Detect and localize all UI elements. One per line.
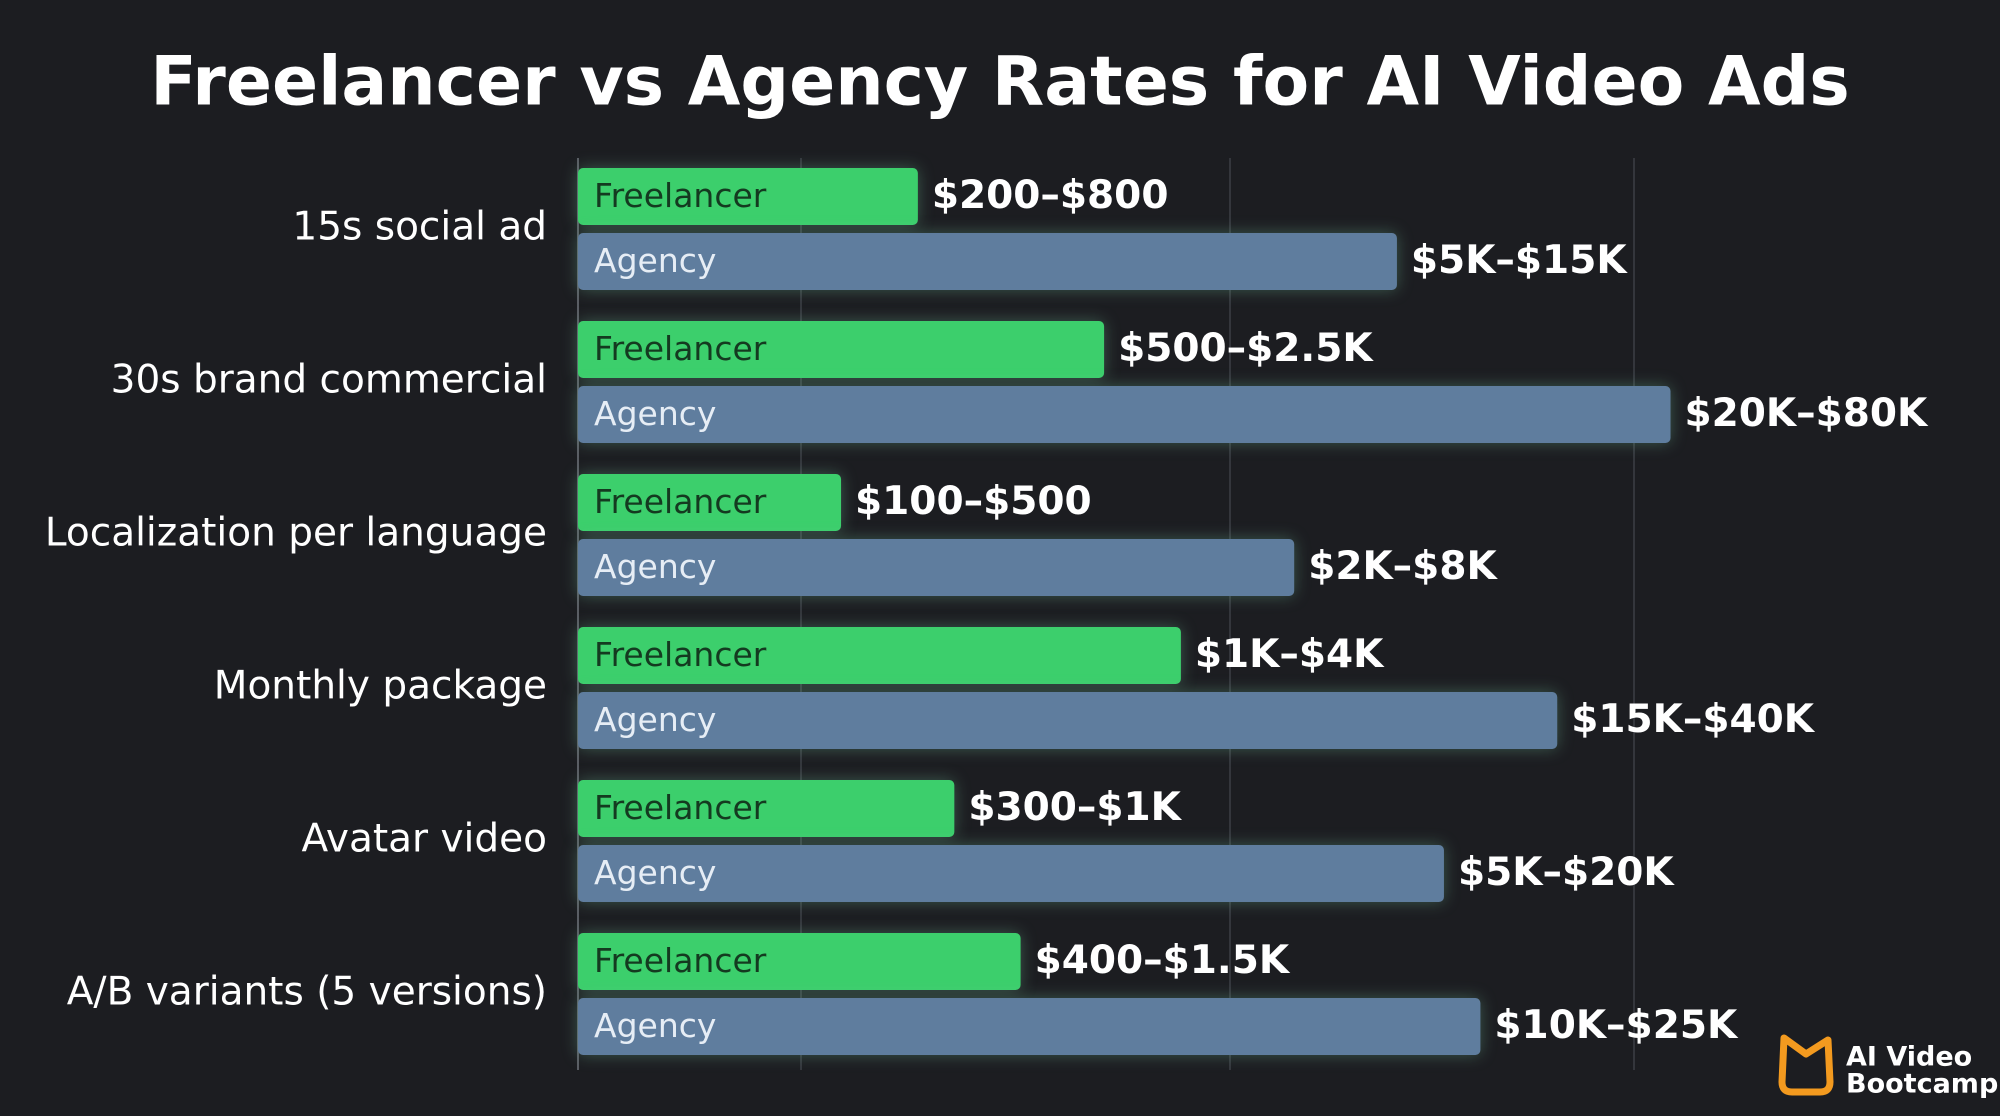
value-label: $10K–$25K bbox=[1494, 1003, 1739, 1048]
legend-label: Agency bbox=[594, 853, 716, 892]
bar bbox=[578, 539, 1295, 596]
category-label: Monthly package bbox=[214, 664, 547, 709]
category-label: 15s social ad bbox=[292, 205, 547, 250]
value-label: $400–$1.5K bbox=[1035, 938, 1291, 983]
value-label: $300–$1K bbox=[968, 785, 1182, 830]
value-label: $200–$800 bbox=[932, 173, 1169, 218]
brand-text: AI Video bbox=[1846, 1042, 1972, 1073]
legend-label: Freelancer bbox=[594, 329, 767, 368]
legend-label: Freelancer bbox=[594, 635, 767, 674]
category-label: 30s brand commercial bbox=[111, 358, 547, 403]
legend-label: Agency bbox=[594, 700, 716, 739]
value-label: $1K–$4K bbox=[1195, 632, 1385, 677]
bar bbox=[578, 692, 1558, 749]
chart-title: Freelancer vs Agency Rates for AI Video … bbox=[150, 43, 1850, 122]
legend-label: Freelancer bbox=[594, 788, 767, 827]
grid bbox=[800, 158, 1635, 1070]
legend-label: Agency bbox=[594, 394, 716, 433]
bar bbox=[578, 998, 1481, 1055]
value-label: $5K–$15K bbox=[1411, 238, 1628, 283]
value-label: $15K–$40K bbox=[1571, 697, 1816, 742]
category-label: Localization per language bbox=[45, 511, 547, 556]
bar bbox=[578, 845, 1444, 902]
logo-icon bbox=[1778, 1034, 1834, 1096]
logo: AI Video Bootcamp bbox=[1778, 1034, 1998, 1100]
legend-label: Freelancer bbox=[594, 941, 767, 980]
bar bbox=[578, 474, 842, 531]
bar bbox=[578, 627, 1181, 684]
bar bbox=[578, 321, 1105, 378]
legend-label: Agency bbox=[594, 241, 716, 280]
value-label: $100–$500 bbox=[855, 479, 1092, 524]
bar bbox=[578, 780, 955, 837]
bar bbox=[578, 168, 918, 225]
value-label: $2K–$8K bbox=[1308, 544, 1498, 589]
bar bbox=[578, 233, 1397, 290]
value-label: $500–$2.5K bbox=[1118, 326, 1374, 371]
value-label: $5K–$20K bbox=[1458, 850, 1675, 895]
brand-text: Bootcamp bbox=[1846, 1069, 1998, 1100]
legend-label: Agency bbox=[594, 547, 716, 586]
bar bbox=[578, 386, 1671, 443]
category-label: Avatar video bbox=[301, 817, 547, 862]
bar bbox=[578, 933, 1021, 990]
category-label: A/B variants (5 versions) bbox=[67, 970, 547, 1015]
value-label: $20K–$80K bbox=[1685, 391, 1930, 436]
legend-label: Freelancer bbox=[594, 482, 767, 521]
legend-label: Agency bbox=[594, 1006, 716, 1045]
legend-label: Freelancer bbox=[594, 176, 767, 215]
